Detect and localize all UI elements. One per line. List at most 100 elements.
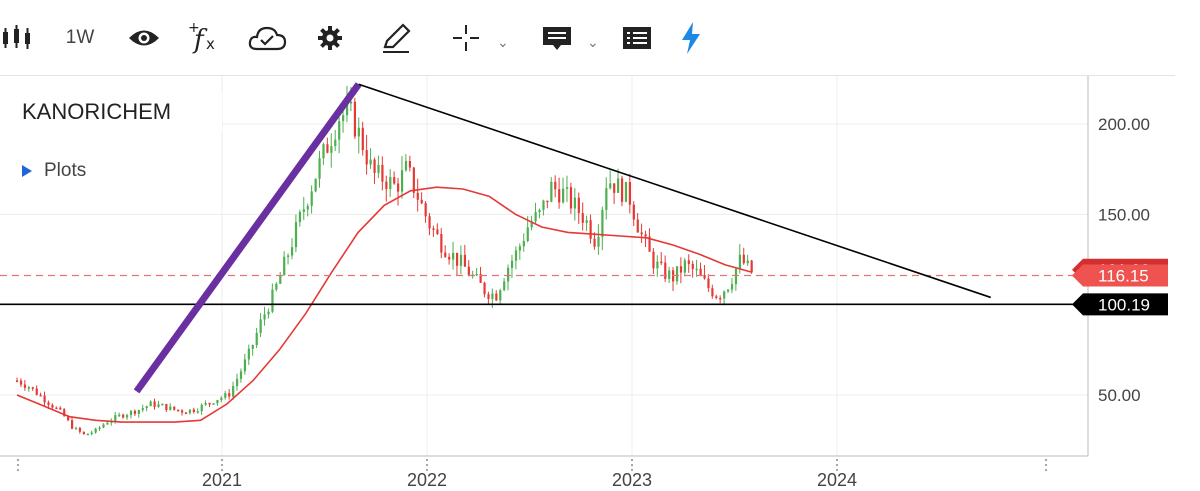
chevron-down-icon[interactable]: ⌄ bbox=[587, 34, 599, 50]
candle-down bbox=[581, 213, 584, 223]
candle-up bbox=[196, 411, 199, 413]
candle-up bbox=[114, 415, 117, 421]
candle-down bbox=[467, 266, 470, 276]
candle-up bbox=[322, 144, 325, 159]
candle-up bbox=[204, 402, 207, 405]
candle-down bbox=[63, 409, 66, 417]
candle-up bbox=[255, 332, 258, 346]
support-price-label-tag bbox=[1072, 293, 1168, 316]
candle-down bbox=[228, 393, 231, 397]
candle-down bbox=[47, 402, 50, 405]
interval-button[interactable]: 1W bbox=[65, 27, 95, 48]
toolbar: 1W + f x ⌄ ⌄ bbox=[0, 0, 1200, 76]
candle-up bbox=[459, 254, 463, 266]
candle-down bbox=[620, 178, 624, 202]
candle-up bbox=[730, 284, 734, 290]
candle-down bbox=[393, 177, 396, 184]
candle-up bbox=[514, 250, 518, 261]
candle-up bbox=[342, 115, 345, 122]
candle-down bbox=[613, 183, 616, 193]
candle-down bbox=[361, 127, 364, 151]
support-price-label: 100.19 bbox=[1098, 295, 1150, 314]
candle-up bbox=[90, 432, 93, 435]
comment-icon[interactable] bbox=[540, 14, 574, 62]
eye-icon[interactable] bbox=[126, 14, 162, 62]
candle-down bbox=[208, 402, 211, 405]
candle-up bbox=[562, 188, 565, 203]
candle-up bbox=[74, 427, 78, 430]
x-tick-label: 2024 bbox=[817, 470, 857, 490]
candle-up bbox=[243, 359, 247, 372]
list-view-icon[interactable] bbox=[620, 14, 654, 62]
candle-up bbox=[271, 289, 274, 312]
gear-icon[interactable] bbox=[314, 14, 346, 62]
candle-down bbox=[428, 216, 431, 229]
candle-up bbox=[141, 408, 144, 411]
candle-down bbox=[31, 387, 34, 389]
candle-down bbox=[173, 406, 176, 410]
candle-up bbox=[283, 256, 286, 276]
candle-down bbox=[78, 427, 82, 432]
candle-up bbox=[149, 401, 152, 407]
candle-up bbox=[318, 158, 321, 179]
trendline-fall[interactable] bbox=[358, 83, 992, 299]
candle-down bbox=[51, 404, 54, 408]
y-tick-label: 150.00 bbox=[1098, 205, 1150, 224]
candle-up bbox=[656, 261, 659, 269]
candle-up bbox=[98, 427, 101, 429]
candle-up bbox=[573, 197, 577, 209]
candle-up bbox=[617, 178, 620, 193]
expand-triangle-icon bbox=[22, 165, 32, 177]
candle-down bbox=[679, 266, 683, 273]
candle-up bbox=[530, 221, 533, 228]
pencil-icon[interactable] bbox=[378, 14, 414, 62]
toolbar-divider bbox=[0, 75, 1175, 76]
candle-up bbox=[145, 406, 148, 409]
candle-down bbox=[479, 273, 482, 283]
candle-up bbox=[27, 387, 30, 389]
candle-up bbox=[306, 205, 309, 210]
chevron-down-icon[interactable]: ⌄ bbox=[497, 34, 509, 50]
candle-up bbox=[220, 397, 223, 400]
crosshair-icon[interactable] bbox=[450, 14, 482, 62]
candle-down bbox=[412, 167, 415, 193]
candle-down bbox=[589, 220, 592, 239]
lightning-icon[interactable] bbox=[676, 14, 706, 62]
candle-down bbox=[35, 388, 38, 395]
candlestick-icon[interactable] bbox=[0, 14, 36, 62]
candle-down bbox=[43, 395, 46, 403]
candle-down bbox=[23, 384, 27, 388]
y-tick-label: 200.00 bbox=[1098, 115, 1150, 134]
candle-up bbox=[224, 393, 227, 398]
candle-down bbox=[707, 278, 710, 289]
candle-down bbox=[432, 228, 435, 230]
candle-down bbox=[742, 254, 745, 264]
candle-up bbox=[94, 428, 97, 433]
trendline-rise[interactable] bbox=[133, 82, 362, 394]
candle-up bbox=[609, 183, 612, 189]
candle-up bbox=[683, 260, 687, 273]
candle-down bbox=[184, 412, 188, 415]
candle-up bbox=[345, 103, 349, 116]
function-icon[interactable]: + f x bbox=[186, 14, 222, 62]
candle-up bbox=[491, 293, 494, 299]
candle-up bbox=[734, 268, 738, 285]
candle-down bbox=[558, 189, 561, 203]
price-chart[interactable]: 200.00150.0050.00121.00116.15100.1920212… bbox=[0, 76, 1200, 491]
candle-up bbox=[125, 415, 129, 418]
candle-down bbox=[420, 199, 423, 204]
candle-down bbox=[353, 101, 357, 137]
plots-toggle[interactable]: Plots bbox=[22, 160, 86, 182]
candle-down bbox=[703, 275, 706, 279]
candle-up bbox=[263, 314, 266, 320]
moving-average-line bbox=[16, 186, 752, 423]
candle-down bbox=[365, 150, 368, 165]
candle-up bbox=[538, 209, 541, 213]
candle-up bbox=[522, 240, 525, 247]
candle-down bbox=[192, 409, 195, 413]
candle-up bbox=[499, 290, 502, 301]
cloud-check-icon[interactable] bbox=[246, 14, 288, 62]
candle-up bbox=[334, 139, 337, 147]
x-tick-label: 2022 bbox=[407, 470, 447, 490]
candle-up bbox=[275, 283, 278, 290]
